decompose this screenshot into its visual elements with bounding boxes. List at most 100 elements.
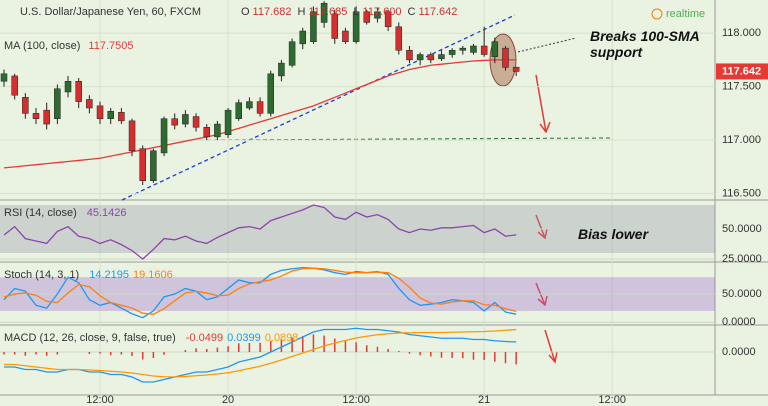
candle-body [160, 118, 168, 154]
candle-body [395, 26, 403, 51]
ohlc-value: 117.682 [253, 6, 292, 18]
indicator-value: 0.0399 [227, 332, 261, 344]
candle-body [448, 50, 456, 55]
candle-body [171, 118, 178, 126]
ohlc-key: H [298, 6, 306, 18]
candle-body [214, 123, 221, 138]
candle-body [64, 81, 72, 93]
candle-body [86, 99, 93, 109]
candle-body [224, 109, 232, 136]
indicator-value: 19.1606 [133, 269, 173, 281]
candle-body [363, 11, 371, 23]
pointer-line [517, 37, 577, 53]
candle-body [512, 66, 520, 72]
indicator-header: MACD (12, 26, close, 9, false, true) -0.0… [4, 332, 298, 344]
down-arrow [535, 74, 551, 134]
candle-body [43, 109, 50, 125]
candle-body [502, 47, 509, 68]
candle-body [310, 11, 317, 42]
last-price-badge [716, 63, 768, 80]
trend-line [121, 14, 516, 201]
y-tick-label: 0.0000 [722, 346, 756, 358]
legend-value: 117.7505 [88, 40, 133, 52]
indicator-line [3, 266, 517, 319]
candle-body [320, 2, 328, 23]
candle-body [107, 110, 114, 119]
y-tick-label: 50.0000 [722, 223, 762, 235]
candle-body [128, 120, 136, 152]
indicator-value: -0.0499 [186, 332, 223, 344]
y-tick-label: 118.000 [722, 27, 761, 39]
candle-body [267, 73, 274, 114]
annotation: Bias lower [578, 226, 649, 242]
y-tick-label: 117.000 [722, 134, 761, 146]
candle-body [246, 101, 253, 109]
x-tick-label: 12:00 [342, 394, 370, 406]
candle-body [139, 148, 146, 181]
candle-body [256, 101, 264, 114]
candle-body [438, 54, 445, 60]
candle-body [384, 11, 392, 27]
indicator-line [3, 204, 517, 260]
indicator-value: 14.2195 [89, 269, 129, 281]
candle-body [491, 41, 499, 57]
indicator-header: Stoch (14, 3, 1) 14.2195 19.1606 [4, 269, 173, 281]
indicator-name: MACD (12, 26, close, 9, false, true) [4, 332, 176, 344]
down-arrow [535, 214, 548, 240]
ohlc-key: O [241, 6, 250, 18]
x-tick-label: 20 [222, 394, 234, 406]
ohlc-key: L [353, 6, 359, 18]
y-tick-label: 0.0000 [722, 316, 756, 328]
candle-body [416, 54, 424, 61]
indicator-value: 45.1426 [87, 207, 127, 219]
annotation: Breaks 100-SMA support [590, 28, 700, 60]
candle-body [96, 105, 104, 119]
candle-body [342, 30, 349, 42]
candle-body [480, 45, 488, 55]
candle-body [22, 97, 29, 114]
candle-body [299, 30, 307, 45]
legend-name: MA (100, close) [4, 40, 80, 52]
candle-body [118, 112, 125, 122]
indicator-line [3, 267, 517, 315]
x-tick-label: 21 [478, 394, 490, 406]
indicator-value: 0.0898 [265, 332, 299, 344]
candle-body [203, 127, 210, 138]
chart-title: U.S. Dollar/Japanese Yen, 60, FXCM [20, 6, 201, 18]
y-tick-label: 117.500 [722, 81, 761, 93]
indicator-name: Stoch (14, 3, 1) [4, 269, 79, 281]
candle-body [406, 50, 413, 61]
indicator-line [4, 328, 517, 378]
y-tick-label: 116.500 [722, 187, 761, 199]
down-arrow [544, 329, 558, 364]
last-price-label: 117.642 [722, 65, 761, 77]
candle-body [459, 47, 467, 51]
candle-body [0, 73, 8, 82]
candle-body [192, 116, 200, 128]
y-tick-label: 50.0000 [722, 288, 762, 300]
indicator-header: RSI (14, close) 45.1426 [4, 207, 127, 219]
candle-body [427, 54, 435, 61]
indicator-line [4, 327, 517, 383]
ohlc-value: 117.685 [308, 6, 347, 18]
indicator-name: RSI (14, close) [4, 207, 77, 219]
status-icon [651, 8, 663, 20]
candle-body [278, 62, 285, 77]
candle-body [150, 150, 157, 181]
candle-body [75, 81, 82, 102]
candle-body [331, 13, 339, 39]
candle-body [182, 114, 189, 125]
candle-body [235, 102, 242, 119]
chart-header: U.S. Dollar/Japanese Yen, 60, FXCM O 117.6… [20, 6, 457, 18]
x-tick-label: 12:00 [86, 394, 114, 406]
y-tick-label: 25.0000 [722, 253, 762, 265]
candle-body [470, 45, 477, 53]
ohlc-key: C [407, 6, 415, 18]
candle-body [11, 75, 18, 96]
candle-body [54, 88, 61, 119]
candle-body [288, 41, 296, 66]
ohlc-value: 117.600 [363, 6, 402, 18]
status: realtime [666, 8, 705, 20]
candle-body [374, 11, 381, 19]
